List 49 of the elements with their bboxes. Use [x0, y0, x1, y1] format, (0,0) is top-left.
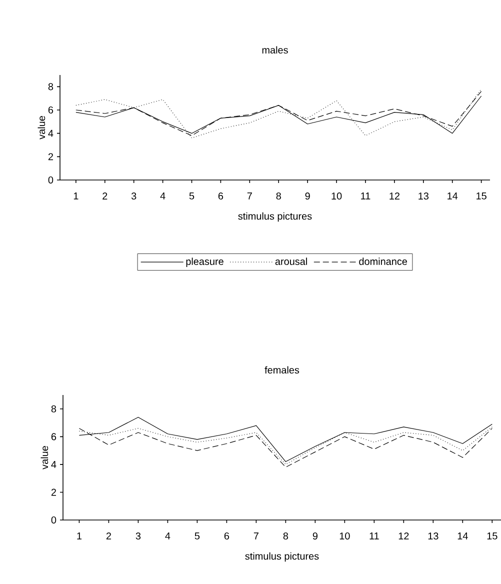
x-tick-label: 4 [164, 532, 170, 540]
x-axis-title: stimulus pictures [238, 212, 312, 222]
x-tick-label: 11 [370, 532, 379, 540]
legend-label: dominance [358, 258, 407, 265]
x-tick-label: 3 [131, 192, 136, 200]
y-axis-title: value [40, 446, 48, 470]
x-tick-label: 12 [389, 192, 400, 200]
y-tick-label: 4 [50, 461, 56, 468]
legend-label: arousal [275, 258, 307, 265]
y-tick-label: 8 [51, 405, 56, 412]
chart-title: males [262, 46, 288, 54]
x-tick-label: 10 [340, 532, 350, 540]
x-axis-title: stimulus pictures [244, 552, 319, 562]
y-tick-label: 4 [48, 130, 54, 137]
x-tick-label: 15 [476, 192, 486, 200]
y-axis-title: value [38, 116, 45, 140]
x-tick-label: 15 [487, 532, 498, 540]
y-tick-label: 0 [48, 176, 53, 184]
chart-title: females [264, 366, 299, 374]
x-tick-label: 12 [398, 532, 409, 540]
y-tick-label: 8 [48, 83, 53, 90]
legend-label: pleasure [186, 258, 224, 267]
x-tick-label: 1 [77, 532, 82, 540]
x-tick-label: 6 [218, 192, 223, 200]
y-tick-label: 0 [51, 516, 56, 524]
x-tick-label: 4 [160, 192, 166, 200]
x-tick-label: 11 [360, 192, 370, 200]
x-tick-label: 2 [106, 532, 111, 540]
x-tick-label: 7 [254, 532, 258, 540]
x-tick-label: 10 [332, 192, 342, 200]
x-tick-label: 9 [312, 532, 318, 540]
x-tick-label: 9 [305, 192, 310, 200]
x-tick-label: 5 [194, 532, 200, 540]
y-tick-label: 6 [51, 433, 56, 440]
x-tick-label: 14 [447, 192, 458, 200]
x-tick-label: 8 [276, 192, 281, 200]
x-tick-label: 8 [283, 532, 288, 540]
y-tick-label: 6 [48, 106, 53, 114]
y-tick-label: 2 [48, 153, 53, 160]
x-tick-label: 13 [428, 532, 438, 540]
x-tick-label: 2 [102, 192, 107, 200]
x-tick-label: 13 [418, 192, 428, 200]
x-tick-label: 1 [74, 192, 78, 200]
x-tick-label: 5 [189, 192, 194, 200]
x-tick-label: 14 [458, 532, 468, 540]
x-tick-label: 7 [247, 192, 252, 200]
y-tick-label: 2 [51, 488, 56, 496]
x-tick-label: 6 [224, 532, 229, 540]
x-tick-label: 3 [136, 532, 140, 540]
